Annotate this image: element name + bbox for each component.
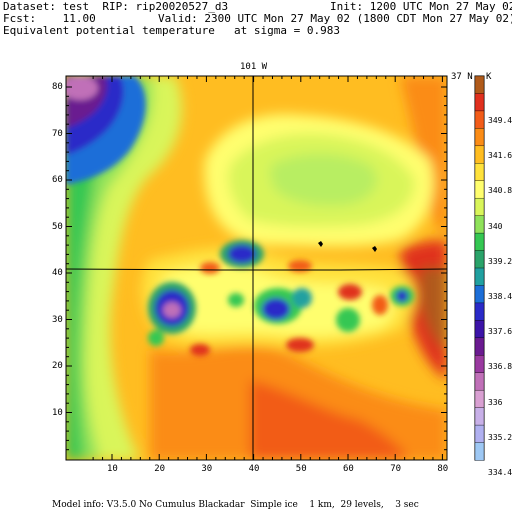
colorbar-label: 338.4 (488, 292, 512, 301)
x-tick-label: 20 (154, 464, 166, 474)
x-tick-label: 60 (343, 464, 354, 474)
state-boundary-line (66, 268, 447, 271)
init-time-label: Init: 1200 UTC Mon 27 May 02 (330, 0, 512, 13)
x-tick-label: 50 (295, 464, 307, 474)
valid-time-label: Valid: 2300 UTC Mon 27 May 02 (1800 CDT … (158, 12, 512, 25)
y-tick-label: 70 (52, 128, 63, 139)
y-tick-label: 80 (52, 82, 63, 92)
colorbar-label: 339.2 (488, 256, 512, 266)
y-tick-label: 10 (52, 407, 63, 418)
colorbar-swatch (474, 285, 485, 304)
colorbar-swatch (474, 128, 485, 147)
colorbar-swatch (474, 197, 485, 217)
colorbar-label: 340 (488, 221, 503, 231)
model-info-footer: Model info: V3.5.0 No Cumulus Blackadar … (52, 500, 419, 510)
colorbar-label: 349.4 (488, 116, 512, 125)
colorbar-swatch (474, 407, 485, 426)
latitude-label: 37 N (451, 72, 473, 82)
colorbar-swatch (474, 232, 485, 252)
colorbar-swatch (474, 424, 485, 444)
field-name-label: Equivalent potential temperature (3, 24, 215, 37)
dataset-label: Dataset: test RIP: rip20020527_d3 (3, 0, 229, 13)
vertical-level-label: at sigma = 0.983 (234, 24, 340, 37)
map-marker (372, 246, 377, 252)
colorbar-swatch (474, 250, 485, 269)
x-tick-label: 70 (390, 464, 402, 474)
colorbar-swatch (474, 355, 485, 374)
y-tick-label: 60 (52, 175, 63, 185)
y-tick-label: 50 (52, 221, 63, 232)
colorbar-unit-label: K (486, 72, 492, 82)
colorbar-swatch (474, 320, 485, 339)
x-tick-label: 80 (437, 464, 449, 474)
colorbar-swatch (474, 267, 485, 287)
forecast-hour-label: Fcst: 11.00 (3, 12, 96, 25)
colorbar-swatch (474, 389, 485, 409)
colorbar-label: 334.4 (488, 468, 512, 477)
colorbar-swatch (474, 93, 485, 112)
x-tick-label: 10 (107, 464, 118, 474)
theta-e-field (66, 76, 447, 460)
colorbar-swatch (474, 145, 485, 164)
colorbar-label: 340.8 (488, 186, 512, 196)
colorbar-swatch (474, 110, 485, 130)
colorbar-label: 335.2 (488, 432, 512, 442)
axis-ticks (66, 76, 447, 460)
colorbar-label: 336 (488, 397, 503, 407)
colorbar-swatches (474, 75, 485, 461)
colorbar-swatch (474, 302, 485, 322)
x-tick-label: 40 (248, 464, 260, 474)
y-tick-label: 20 (52, 361, 63, 371)
map-frame (65, 75, 448, 461)
map-marker (318, 241, 323, 247)
y-tick-label: 30 (52, 314, 63, 325)
longitude-label: 101 W (240, 62, 268, 72)
colorbar-swatch (474, 372, 485, 391)
colorbar-label: 341.6 (488, 151, 512, 161)
colorbar-label: 336.8 (488, 362, 512, 372)
colorbar-swatch (474, 337, 485, 356)
colorbar-swatch (474, 215, 485, 234)
colorbar-swatch (474, 75, 485, 95)
y-tick-label: 40 (52, 268, 63, 278)
colorbar-swatch (474, 163, 485, 182)
colorbar-swatch (474, 442, 485, 461)
colorbar-swatch (474, 180, 485, 199)
colorbar-label: 337.6 (488, 327, 512, 337)
x-tick-label: 30 (201, 464, 213, 474)
